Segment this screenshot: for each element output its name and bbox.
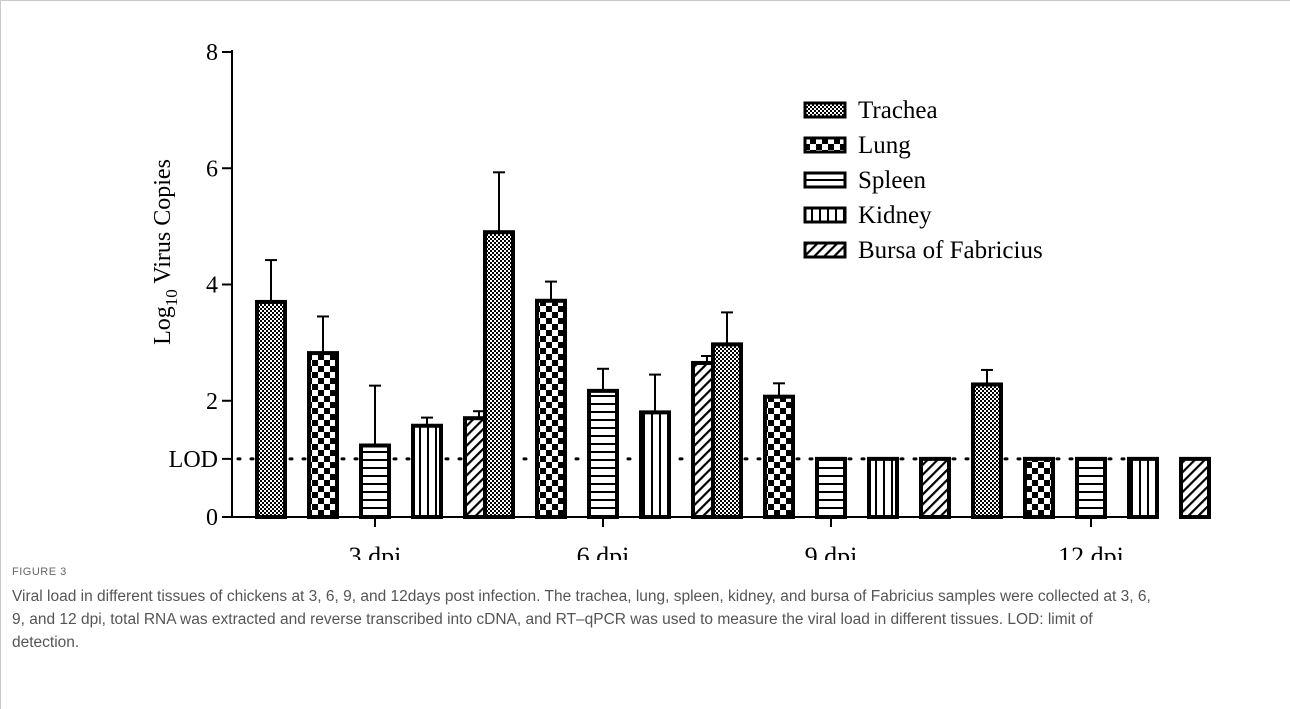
figure-frame-left xyxy=(0,0,1,709)
figure-label: FIGURE 3 xyxy=(12,566,67,578)
y-tick-label: 0 xyxy=(206,505,218,531)
x-tick-label: 12 dpi xyxy=(1058,542,1124,560)
x-tick-label: 6 dpi xyxy=(577,542,630,560)
bar-trachea-2 xyxy=(483,230,515,519)
bar-trachea-1 xyxy=(255,299,287,519)
bar-trachea-4 xyxy=(971,382,1003,519)
y-axis-label-subscript: 10 xyxy=(162,289,181,306)
bar-spleen-3 xyxy=(815,456,847,519)
bar-kidney-3 xyxy=(867,456,899,519)
legend-swatch-trachea xyxy=(803,101,847,119)
y-axis-label-rest: Virus Copies xyxy=(150,159,176,289)
bar-spleen-4 xyxy=(1075,456,1107,519)
bar-kidney-1 xyxy=(411,423,443,519)
y-tick-label: 2 xyxy=(206,389,218,415)
bar-trachea-3 xyxy=(711,342,743,519)
y-axis-label: Log10 Virus Copies xyxy=(150,159,181,345)
bar-lung-2 xyxy=(535,298,567,519)
y-tick-label: 6 xyxy=(206,156,218,182)
legend-label-spleen: Spleen xyxy=(858,167,927,194)
bar-lung-1 xyxy=(307,351,339,519)
y-axis-label-base: Log xyxy=(150,306,176,345)
legend-swatch-spleen xyxy=(803,171,847,189)
axes-layer: 0 LOD 2 4 6 8 3 dpi 6 dpi 9 dpi 12 dpi xyxy=(169,40,1145,560)
legend-swatch-lung xyxy=(803,136,847,154)
bar-spleen-2 xyxy=(587,388,619,519)
legend-label-kidney: Kidney xyxy=(858,202,932,229)
figure-caption: Viral load in different tissues of chick… xyxy=(12,588,1151,651)
legend-label-lung: Lung xyxy=(858,132,911,159)
y-tick-label: LOD xyxy=(169,447,218,473)
bar-kidney-4 xyxy=(1127,456,1159,519)
legend-label-trachea: Trachea xyxy=(858,97,938,124)
legend-swatch-kidney xyxy=(803,206,847,224)
viral-load-bar-chart: 0 LOD 2 4 6 8 3 dpi 6 dpi 9 dpi 12 dpi Log10 Viru… xyxy=(150,40,1211,560)
bar-bursa-4 xyxy=(1179,456,1211,519)
legend-swatch-bursa xyxy=(803,241,847,259)
bar-bursa-3 xyxy=(919,456,951,519)
legend: Trachea Lung Spleen Kidney Bursa of Fabriciu… xyxy=(803,97,1043,264)
x-tick-label: 3 dpi xyxy=(349,542,402,560)
bar-lung-3 xyxy=(763,394,795,519)
y-tick-label: 4 xyxy=(206,273,218,299)
bars-layer xyxy=(255,171,1211,520)
legend-label-bursa: Bursa of Fabricius xyxy=(858,237,1043,264)
bar-spleen-1 xyxy=(359,443,391,520)
bar-kidney-2 xyxy=(639,410,671,519)
x-tick-label: 9 dpi xyxy=(805,542,858,560)
y-tick-label: 8 xyxy=(206,40,218,66)
figure-frame-top xyxy=(0,0,1290,1)
bar-lung-4 xyxy=(1023,456,1055,519)
